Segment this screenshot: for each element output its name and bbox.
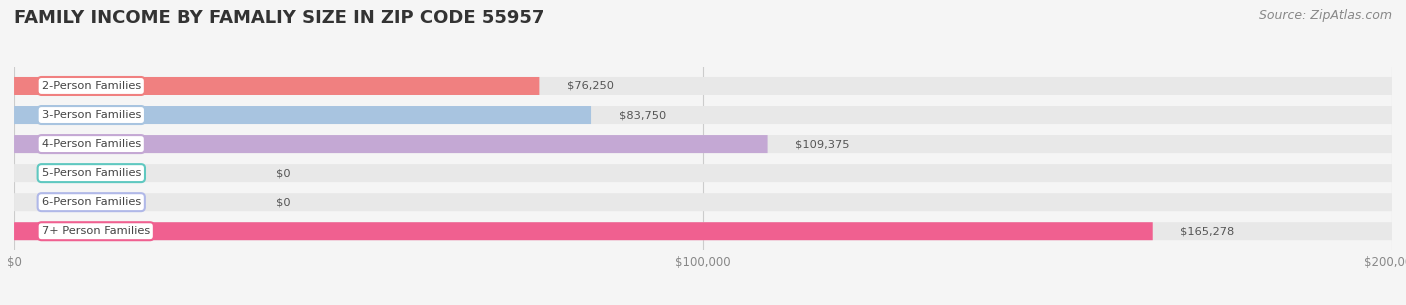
FancyBboxPatch shape (14, 135, 1392, 153)
Text: 2-Person Families: 2-Person Families (42, 81, 141, 91)
Text: $83,750: $83,750 (619, 110, 666, 120)
FancyBboxPatch shape (14, 222, 1392, 240)
FancyBboxPatch shape (14, 135, 768, 153)
FancyBboxPatch shape (14, 106, 1392, 124)
Text: $165,278: $165,278 (1180, 226, 1234, 236)
Text: 5-Person Families: 5-Person Families (42, 168, 141, 178)
Text: 4-Person Families: 4-Person Families (42, 139, 141, 149)
FancyBboxPatch shape (14, 164, 1392, 182)
FancyBboxPatch shape (14, 222, 1153, 240)
Text: 6-Person Families: 6-Person Families (42, 197, 141, 207)
FancyBboxPatch shape (14, 106, 591, 124)
Text: 7+ Person Families: 7+ Person Families (42, 226, 150, 236)
FancyBboxPatch shape (14, 77, 1392, 95)
Text: $109,375: $109,375 (796, 139, 849, 149)
Text: Source: ZipAtlas.com: Source: ZipAtlas.com (1258, 9, 1392, 22)
Text: $0: $0 (276, 168, 291, 178)
Text: $76,250: $76,250 (567, 81, 614, 91)
Text: FAMILY INCOME BY FAMALIY SIZE IN ZIP CODE 55957: FAMILY INCOME BY FAMALIY SIZE IN ZIP COD… (14, 9, 544, 27)
FancyBboxPatch shape (14, 193, 1392, 211)
Text: $0: $0 (276, 197, 291, 207)
Text: 3-Person Families: 3-Person Families (42, 110, 141, 120)
FancyBboxPatch shape (14, 77, 540, 95)
